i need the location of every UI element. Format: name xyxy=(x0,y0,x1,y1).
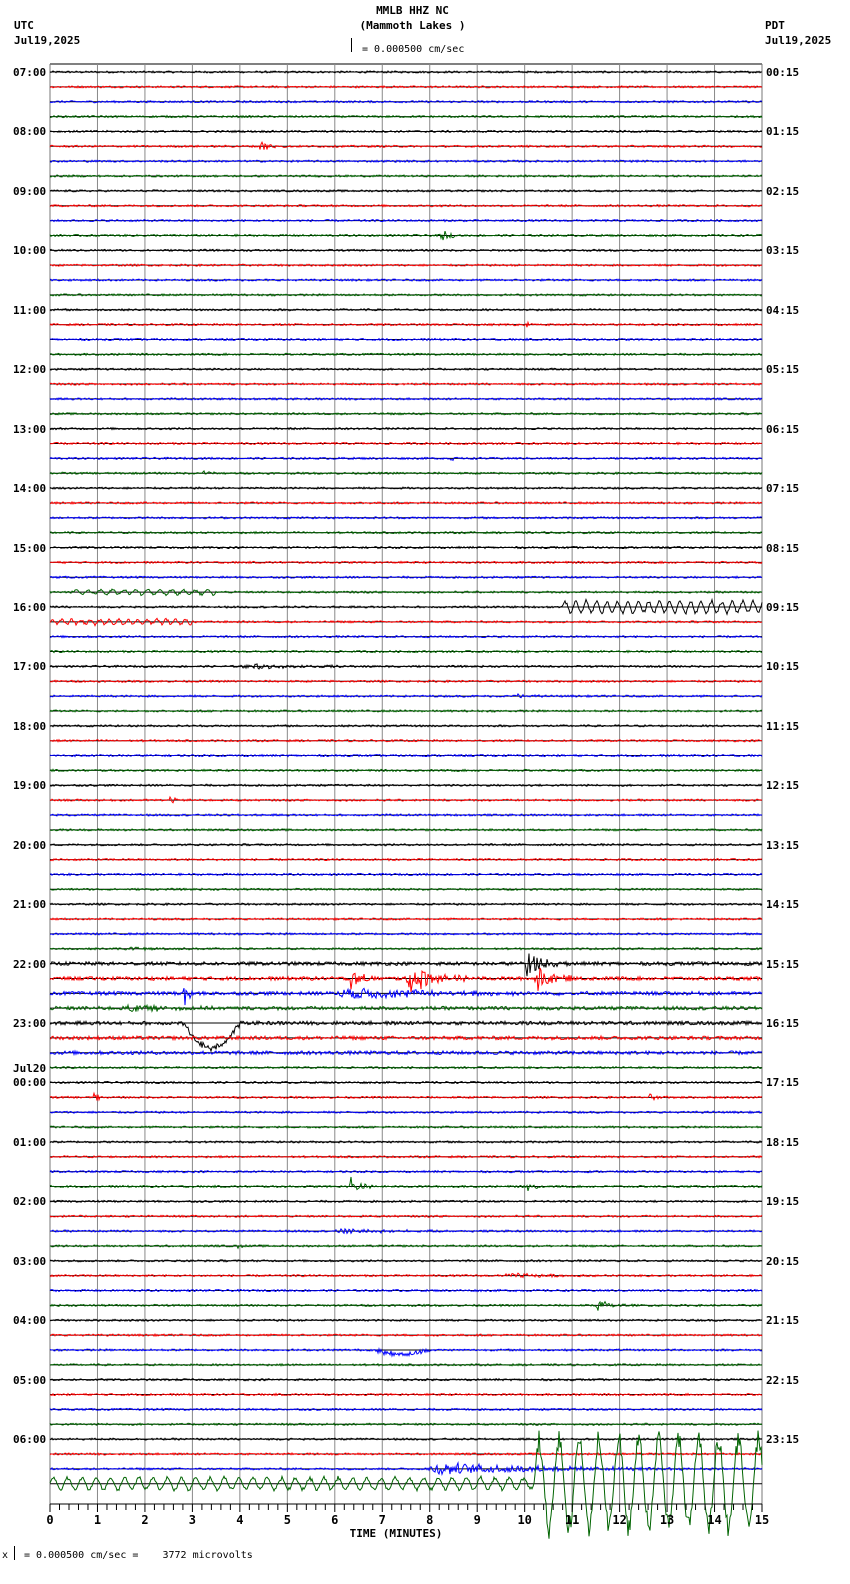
utc-hour-label: 04:00 xyxy=(13,1314,47,1328)
pdt-time-label: 06:15 xyxy=(766,422,800,436)
svg-text:3: 3 xyxy=(189,1513,196,1527)
station-title: MMLB HHZ NC xyxy=(376,4,449,17)
pdt-time-label: 15:15 xyxy=(766,957,800,971)
utc-hour-label: 15:00 xyxy=(13,541,47,555)
left-timezone: UTC xyxy=(14,19,34,32)
utc-hour-label: 00:00 xyxy=(13,1076,47,1090)
svg-text:12: 12 xyxy=(612,1513,626,1527)
footer-scale-label: = 0.000500 cm/sec = 3772 microvolts xyxy=(24,1550,253,1561)
utc-hour-label: 10:00 xyxy=(13,244,47,258)
svg-text:13: 13 xyxy=(660,1513,674,1527)
svg-text:1: 1 xyxy=(94,1513,101,1527)
scale-label: = 0.000500 cm/sec xyxy=(362,44,465,55)
utc-hour-label: 22:00 xyxy=(13,957,47,971)
utc-hour-label: 03:00 xyxy=(13,1254,47,1268)
svg-text:4: 4 xyxy=(236,1513,243,1527)
utc-hour-label: 21:00 xyxy=(13,898,47,912)
utc-hour-label: 01:00 xyxy=(13,1135,47,1149)
pdt-time-label: 18:15 xyxy=(766,1135,800,1149)
pdt-time-label: 02:15 xyxy=(766,184,800,198)
pdt-time-label: 03:15 xyxy=(766,244,800,258)
svg-text:9: 9 xyxy=(474,1513,481,1527)
utc-date-label: Jul20 xyxy=(13,1062,47,1076)
utc-hour-label: 11:00 xyxy=(13,303,47,317)
utc-hour-label: 09:00 xyxy=(13,184,47,198)
svg-text:5: 5 xyxy=(284,1513,291,1527)
pdt-time-label: 10:15 xyxy=(766,660,800,674)
svg-text:2: 2 xyxy=(141,1513,148,1527)
pdt-time-label: 01:15 xyxy=(766,125,800,139)
utc-hour-label: 20:00 xyxy=(13,838,47,852)
utc-hour-label: 02:00 xyxy=(13,1195,47,1209)
pdt-time-label: 08:15 xyxy=(766,541,800,555)
utc-hour-label: 13:00 xyxy=(13,422,47,436)
utc-hour-label: 08:00 xyxy=(13,125,47,139)
pdt-time-label: 19:15 xyxy=(766,1195,800,1209)
utc-hour-label: 12:00 xyxy=(13,363,47,377)
right-timezone: PDT xyxy=(765,19,785,32)
pdt-time-label: 22:15 xyxy=(766,1373,800,1387)
station-location: (Mammoth Lakes ) xyxy=(359,19,466,32)
utc-hour-label: 07:00 xyxy=(13,66,47,79)
pdt-time-label: 12:15 xyxy=(766,779,800,793)
pdt-time-label: 07:15 xyxy=(766,482,800,496)
utc-hour-label: 05:00 xyxy=(13,1373,47,1387)
pdt-time-label: 13:15 xyxy=(766,838,800,852)
pdt-time-label: 16:15 xyxy=(766,1017,800,1031)
footer-prefix: x xyxy=(2,1550,9,1561)
pdt-time-label: 05:15 xyxy=(766,363,800,377)
pdt-time-label: 21:15 xyxy=(766,1314,800,1328)
scale-bar-icon xyxy=(351,38,352,52)
svg-text:TIME (MINUTES): TIME (MINUTES) xyxy=(350,1527,443,1540)
pdt-time-label: 00:15 xyxy=(766,66,800,79)
svg-text:10: 10 xyxy=(517,1513,531,1527)
pdt-time-label: 14:15 xyxy=(766,898,800,912)
utc-hour-label: 06:00 xyxy=(13,1433,47,1447)
utc-hour-label: 18:00 xyxy=(13,719,47,733)
utc-hour-label: 16:00 xyxy=(13,600,47,614)
svg-text:0: 0 xyxy=(46,1513,53,1527)
pdt-time-label: 04:15 xyxy=(766,303,800,317)
svg-text:6: 6 xyxy=(331,1513,338,1527)
svg-text:11: 11 xyxy=(565,1513,579,1527)
left-date: Jul19,2025 xyxy=(14,34,81,47)
pdt-time-label: 11:15 xyxy=(766,719,800,733)
utc-hour-label: 23:00 xyxy=(13,1017,47,1031)
utc-hour-label: 19:00 xyxy=(13,779,47,793)
pdt-time-label: 17:15 xyxy=(766,1076,800,1090)
svg-text:8: 8 xyxy=(426,1513,433,1527)
svg-text:7: 7 xyxy=(379,1513,386,1527)
pdt-time-label: 23:15 xyxy=(766,1433,800,1447)
right-date: Jul19,2025 xyxy=(765,34,832,47)
pdt-time-label: 20:15 xyxy=(766,1254,800,1268)
footer-scale-bar-icon xyxy=(14,1546,15,1560)
utc-hour-label: 14:00 xyxy=(13,482,47,496)
svg-text:14: 14 xyxy=(707,1513,721,1527)
utc-hour-label: 17:00 xyxy=(13,660,47,674)
pdt-time-label: 09:15 xyxy=(766,600,800,614)
svg-text:15: 15 xyxy=(755,1513,769,1527)
